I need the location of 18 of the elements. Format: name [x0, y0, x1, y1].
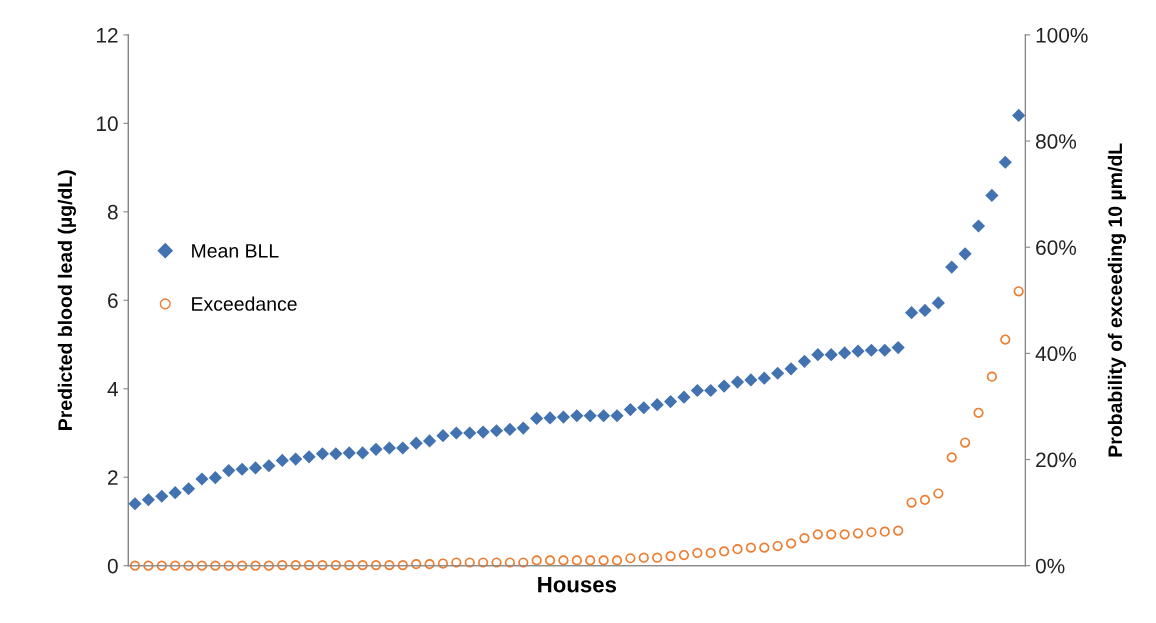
y2-tick-label: 80% [1036, 134, 1077, 149]
y-tick-label: 6 [108, 293, 118, 309]
y-tick-label: 10 [97, 116, 118, 132]
y-tick-label: 0 [107, 558, 118, 574]
y-axis-title: Predicted blood lead (µg/dL) [57, 170, 76, 430]
y2-tick-label: 20% [1036, 452, 1077, 468]
y2-tick-label: 0% [1035, 558, 1065, 574]
y-tick-label: 2 [108, 470, 118, 485]
x-axis-title: Houses [538, 576, 617, 593]
y2-tick-label: 40% [1035, 346, 1077, 362]
y-tick-label: 8 [107, 204, 118, 220]
y2-tick-label: 100% [1036, 27, 1088, 43]
y2-axis-title: Probability of exceeding 10 µm/dL [1107, 143, 1127, 457]
legend-label: Mean BLL [192, 244, 279, 258]
legend-label: Exceedance [192, 296, 297, 311]
y2-tick-label: 60% [1036, 240, 1077, 255]
y-tick-label: 4 [107, 381, 118, 397]
y-tick-label: 12 [97, 27, 118, 43]
